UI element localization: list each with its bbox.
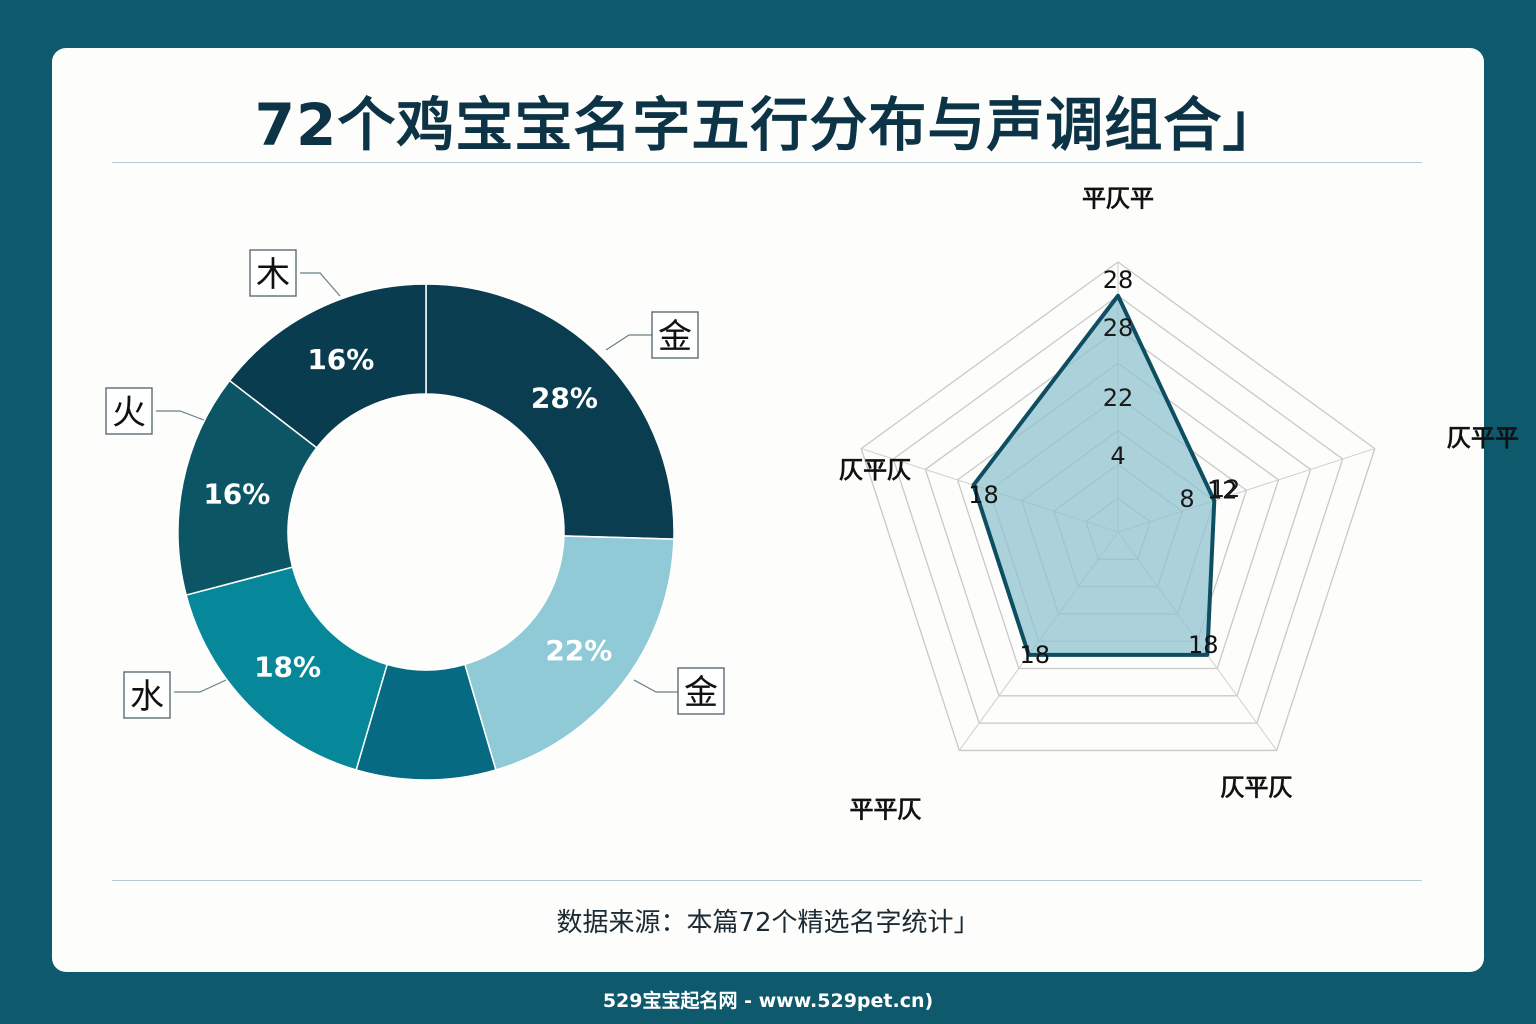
element-label-box: [123, 671, 171, 719]
element-label-box: [249, 249, 297, 297]
radar-tick-label: 4: [1110, 442, 1125, 470]
radar-value-label: 12: [1207, 477, 1238, 505]
chart-title: 72个鸡宝宝名字五行分布与声调组合」: [254, 91, 1282, 159]
radar-value-label: 28: [1103, 266, 1134, 294]
donut-slice-3: [185, 566, 389, 771]
radar-axis-label: 仄平平: [1447, 424, 1519, 452]
donut-leader-line: [633, 679, 678, 693]
radar-tick-label: 12: [1210, 475, 1241, 503]
donut-slice-0: [425, 283, 675, 540]
element-label: 火: [112, 393, 146, 433]
radar-tick-label: 28: [1103, 314, 1134, 342]
radar-axis-label: 平仄平: [1082, 184, 1154, 212]
radar-grid-ring-5: [924, 328, 1312, 697]
radar-value-label: 18: [1019, 641, 1050, 669]
donut-percent-label: 18%: [254, 651, 321, 684]
data-source-note: 数据来源：本篇72个精选名字统计」: [556, 908, 980, 938]
element-label: 金: [684, 673, 718, 713]
donut-percent-label: 28%: [531, 381, 598, 414]
donut-leader-line: [174, 679, 227, 693]
element-label: 水: [130, 677, 164, 717]
radar-tick-label: 22: [1103, 384, 1134, 412]
site-footer: 529宝宝起名网 - www.529pet.cn): [602, 990, 934, 1012]
radar-grid-ring-4: [956, 362, 1280, 670]
element-label: 金: [658, 317, 692, 357]
radar-axis-label: 仄平仄: [1221, 774, 1293, 802]
element-label: 木: [256, 255, 290, 295]
radar-series-area: [971, 293, 1217, 657]
radar-value-label: 18: [968, 481, 999, 509]
radar-axis-label: 仄平仄: [839, 456, 911, 484]
donut-slice-4: [177, 379, 318, 596]
donut-slice-5: [228, 283, 427, 449]
radar-tick-label: 8: [1179, 485, 1194, 513]
radar-grid-ring-7: [860, 261, 1376, 752]
element-label-box: [651, 311, 699, 359]
title-divider: [112, 162, 1422, 163]
donut-slice-1: [463, 535, 675, 771]
donut-leader-line: [300, 272, 341, 297]
radar-value-label: 18: [1188, 631, 1219, 659]
donut-leader-line: [605, 334, 652, 351]
donut-percent-label: 16%: [203, 478, 270, 511]
footer-divider: [112, 880, 1422, 881]
donut-leader-line: [156, 410, 205, 421]
element-label-box: [105, 387, 153, 435]
donut-percent-label: 22%: [545, 634, 612, 667]
element-label-box: [677, 667, 725, 715]
donut-percent-label: 16%: [307, 343, 374, 376]
radar-axis-label: 平平仄: [849, 796, 921, 824]
radar-grid-ring-6: [892, 294, 1344, 724]
chart-card: [52, 48, 1484, 972]
